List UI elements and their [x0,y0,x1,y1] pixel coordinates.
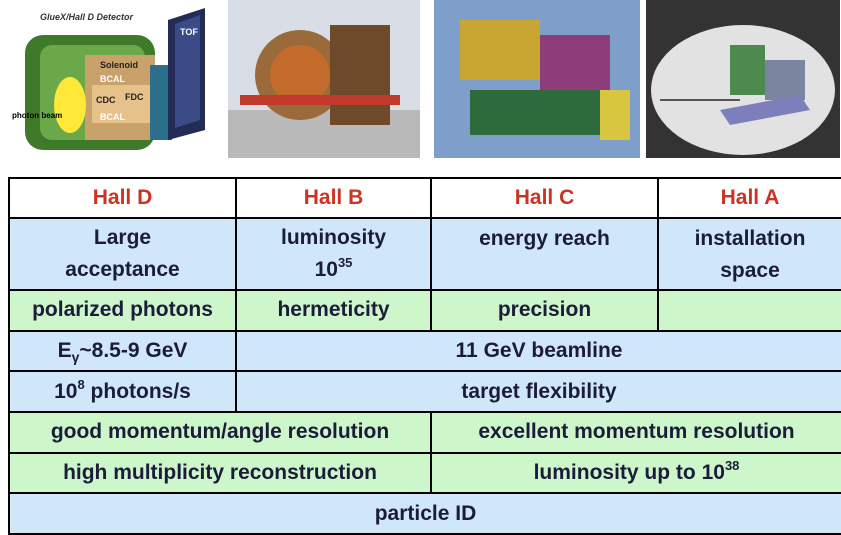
row: polarized photons hermeticity precision [8,289,841,332]
cell: luminosity 1035 [235,217,432,291]
cell-text: 10 [54,379,78,403]
cell-text: E [57,338,72,362]
cell-text: photons/s [84,379,191,403]
header-cell: Hall C [430,177,659,219]
cell: Large acceptance [8,217,237,291]
cell: precision [430,289,659,332]
cell-text: installation space [694,227,806,282]
cell-text: energy reach [479,227,610,250]
header-cell: Hall B [235,177,432,219]
header-cell: Hall D [8,177,237,219]
cell: energy reach [430,217,659,291]
cell: installation space [657,217,841,291]
cell: target flexibility [235,370,841,413]
cell: Eγ~8.5-9 GeV [8,329,237,373]
cell-text: luminosity [280,226,386,249]
comparison-table: Hall D Hall B Hall C Hall A Large accept… [8,177,841,535]
cell-text: 8 [77,376,85,392]
cell: 11 GeV beamline [235,329,841,373]
cell-text: γ [71,348,80,365]
header-cell: Hall A [657,177,841,219]
cell-text: Large acceptance [65,226,180,281]
image-label: BCAL [100,112,125,122]
cell-text: high multiplicity reconstruction [63,460,377,484]
image-label: TOF [180,27,198,37]
cell-text: luminosity up to 10 [533,460,725,484]
row: Eγ~8.5-9 GeV 11 GeV beamline [8,329,841,373]
row: Large acceptance luminosity 1035 energy r… [8,217,841,291]
cell-text: 10 [314,258,338,281]
images: GlueX/Hall D Detector Solenoid TOF BCAL … [8,0,840,158]
image-label: photon beam [12,111,62,120]
cell-text: 38 [724,457,740,473]
image-label: GlueX/Hall D Detector [40,12,134,22]
cell [657,289,841,332]
cell-text: target flexibility [461,379,617,403]
cell-text: particle ID [374,501,477,525]
header-row: Hall D Hall B Hall C Hall A [8,177,841,219]
cell-text: 35 [337,255,353,270]
cell-text: excellent momentum resolution [478,420,795,444]
image-label: Solenoid [100,60,138,70]
row: particle ID [8,492,841,535]
cell: high multiplicity reconstruction [8,451,432,495]
cell: hermeticity [235,289,432,332]
cell-text: good momentum/angle resolution [50,420,390,444]
cell-text: precision [497,298,592,322]
hall-c-render [434,0,640,158]
cell-text: ~8.5-9 GeV [79,338,188,362]
detector-diagram: GlueX/Hall D Detector Solenoid TOF BCAL … [8,0,222,158]
cell-text: hermeticity [277,298,390,322]
cell: excellent momentum resolution [430,410,841,454]
row: high multiplicity reconstruction luminos… [8,451,841,495]
cell: polarized photons [8,289,237,332]
cell: 108 photons/s [8,370,237,413]
image-label: FDC [125,92,144,102]
cell-text: 11 GeV beamline [455,338,623,362]
image-label: BCAL [100,74,125,84]
row: good momentum/angle resolution excellent… [8,410,841,454]
image-label: CDC [96,95,116,105]
cell: good momentum/angle resolution [8,410,432,454]
row: 108 photons/s target flexibility [8,370,841,413]
hall-b-render [228,0,420,158]
cell: luminosity up to 1038 [430,451,841,495]
cell-text: polarized photons [32,298,213,322]
cell: particle ID [8,492,841,535]
hall-a-render [646,0,840,158]
